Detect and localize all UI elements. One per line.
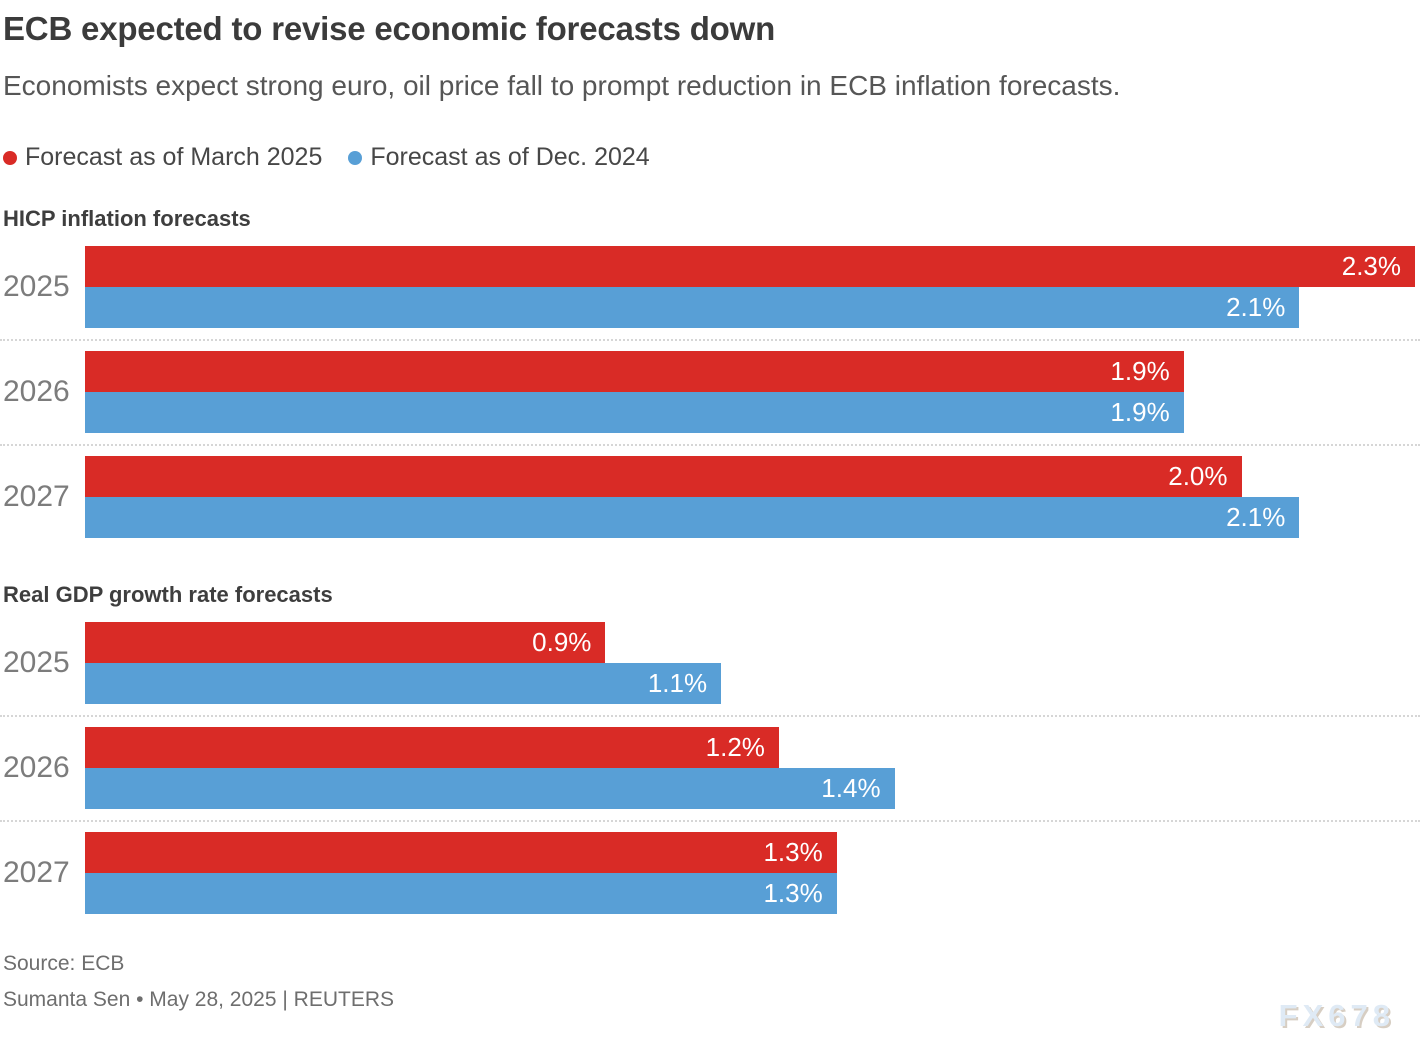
chart-rows: 2025 0.9% 1.1% 2026 1.2% 1.4% 2027 1.3% 1.3% [0, 622, 1420, 914]
bar-group: 2.0% 2.1% [85, 456, 1415, 538]
bar: 1.3% [85, 873, 837, 914]
chart-rows: 2025 2.3% 2.1% 2026 1.9% 1.9% 2027 2.0% 2.1% [0, 246, 1420, 538]
bar: 1.3% [85, 832, 837, 873]
source-note: Source: ECB [3, 952, 125, 975]
bar-group: 0.9% 1.1% [85, 622, 1415, 704]
legend-label-dec-2024: Forecast as of Dec. 2024 [370, 143, 650, 171]
chart-row: 2025 2.3% 2.1% [0, 246, 1420, 341]
bar: 1.9% [85, 392, 1184, 433]
chart-row: 2027 1.3% 1.3% [0, 832, 1420, 914]
chart-row: 2025 0.9% 1.1% [0, 622, 1420, 717]
category-label: 2025 [3, 270, 70, 303]
bar: 0.9% [85, 622, 606, 663]
bar: 2.0% [85, 456, 1242, 497]
bar: 1.4% [85, 768, 895, 809]
page-subtitle: Economists expect strong euro, oil price… [3, 70, 1121, 101]
bar-value-label: 1.2% [705, 732, 765, 762]
hicp-inflation-chart: HICP inflation forecasts 2025 2.3% 2.1% 202… [0, 206, 1420, 538]
bar-group: 1.3% 1.3% [85, 832, 1415, 914]
category-label: 2026 [3, 751, 70, 784]
category-label: 2025 [3, 646, 70, 679]
bar-group: 1.9% 1.9% [85, 351, 1415, 433]
bar-value-label: 1.1% [647, 668, 708, 698]
chart-row: 2026 1.2% 1.4% [0, 727, 1420, 822]
category-label: 2027 [3, 480, 70, 513]
category-label: 2026 [3, 375, 70, 408]
bar-value-label: 2.1% [1226, 292, 1286, 322]
bar-value-label: 1.3% [763, 878, 823, 908]
legend-item-dec-2024: Forecast as of Dec. 2024 [348, 143, 650, 172]
bar-value-label: 0.9% [532, 627, 592, 657]
bar-value-label: 1.9% [1110, 397, 1170, 427]
bar: 2.1% [85, 497, 1300, 538]
chart-row: 2026 1.9% 1.9% [0, 351, 1420, 446]
category-label: 2027 [3, 856, 70, 889]
legend-dot-red-icon [3, 150, 17, 165]
bar-value-label: 1.3% [763, 837, 823, 867]
byline: Sumanta Sen • May 28, 2025 | REUTERS [3, 988, 394, 1011]
bar: 2.1% [85, 287, 1300, 328]
bar-value-label: 1.9% [1110, 356, 1170, 386]
legend-label-march-2025: Forecast as of March 2025 [25, 143, 323, 171]
bar: 1.2% [85, 727, 779, 768]
bar-value-label: 1.4% [821, 773, 881, 803]
page-title: ECB expected to revise economic forecast… [3, 10, 776, 47]
legend-item-march-2025: Forecast as of March 2025 [3, 143, 322, 172]
bar-value-label: 2.1% [1226, 502, 1286, 532]
bar-value-label: 2.3% [1341, 251, 1401, 281]
bar-group: 1.2% 1.4% [85, 727, 1415, 809]
gdp-section-title: Real GDP growth rate forecasts [3, 582, 333, 607]
bar: 1.1% [85, 663, 722, 704]
bar-group: 2.3% 2.1% [85, 246, 1415, 328]
bar-value-label: 2.0% [1168, 461, 1228, 491]
bar: 1.9% [85, 351, 1184, 392]
bar: 2.3% [85, 246, 1415, 287]
chart-row: 2027 2.0% 2.1% [0, 456, 1420, 538]
legend: Forecast as of March 2025 Forecast as of… [3, 143, 650, 172]
hicp-section-title: HICP inflation forecasts [3, 206, 251, 231]
watermark: FX678 [1278, 998, 1395, 1033]
gdp-growth-chart: Real GDP growth rate forecasts 2025 0.9% 1… [0, 582, 1420, 914]
legend-dot-blue-icon [348, 150, 363, 165]
